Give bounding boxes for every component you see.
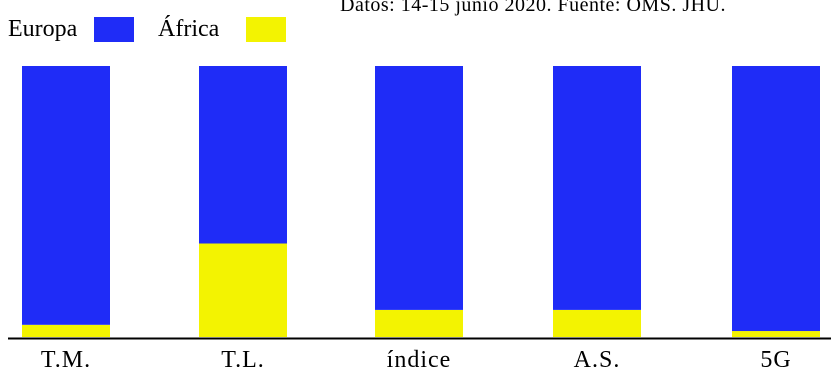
x-tick-label-0: T.M.	[41, 347, 91, 373]
bar-africa-2	[375, 309, 463, 337]
legend-swatch-africa	[246, 17, 286, 42]
bar-europa-3	[553, 66, 641, 310]
bar-europa-0	[22, 66, 110, 325]
x-tick-label-3: A.S.	[574, 347, 621, 373]
x-tick-label-2: índice	[387, 347, 452, 373]
x-tick-label-1: T.L.	[221, 347, 265, 373]
legend-swatch-europa	[94, 17, 134, 42]
bar-africa-1	[199, 243, 287, 337]
source-note: Datos: 14-15 junio 2020. Fuente: OMS. JH…	[340, 0, 726, 16]
legend-label-europa: Europa	[8, 16, 78, 42]
bar-africa-0	[22, 324, 110, 337]
legend-label-africa: África	[158, 16, 220, 42]
bar-africa-4	[732, 331, 820, 337]
bar-europa-2	[375, 66, 463, 310]
bar-africa-3	[553, 309, 641, 337]
bar-europa-1	[199, 66, 287, 244]
x-tick-label-4: 5G	[760, 347, 791, 373]
bar-europa-4	[732, 66, 820, 332]
